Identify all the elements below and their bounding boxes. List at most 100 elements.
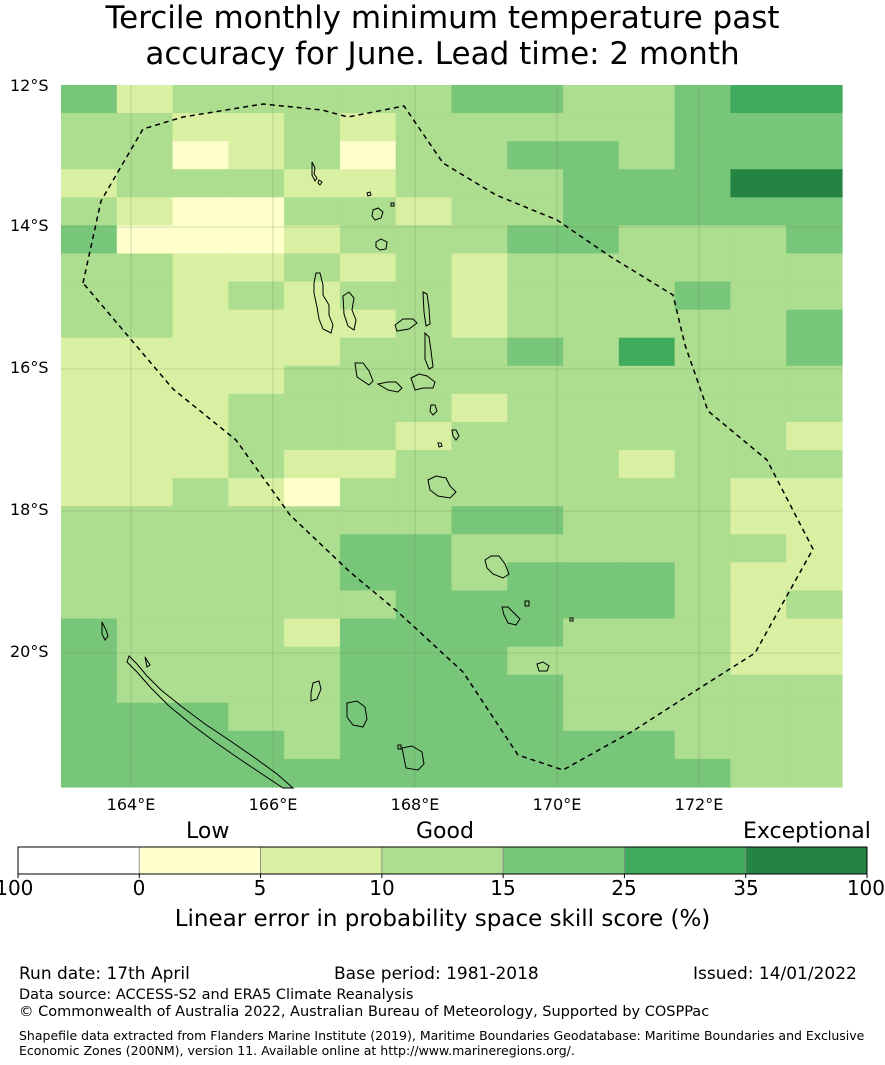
map-cell [395, 450, 453, 479]
map-cell [284, 337, 341, 367]
map-cell [674, 197, 732, 226]
map-cell [674, 562, 732, 592]
map-cell [786, 618, 843, 648]
colorbar-tick: 15 [490, 876, 516, 900]
map-cell [451, 618, 508, 648]
island-tanna [501, 606, 521, 626]
map-cell [563, 393, 620, 423]
map-cell [116, 197, 174, 226]
map-cell [786, 730, 843, 760]
island-small-5 [397, 744, 402, 750]
map-cell [284, 393, 341, 423]
map-cell [674, 169, 732, 198]
map-cell [116, 393, 174, 423]
map-cell [116, 225, 174, 255]
map-cell [674, 253, 732, 283]
island-small-3 [390, 202, 395, 207]
map-cell [228, 730, 285, 760]
map-cell [451, 478, 508, 507]
map-cell [172, 478, 229, 507]
map-cell [674, 393, 732, 423]
map-cell [284, 197, 341, 226]
map-cell [172, 281, 229, 311]
map-cell [339, 309, 397, 339]
map-cell [451, 141, 508, 170]
map-cell [451, 590, 508, 620]
colorbar-swatch [502, 846, 625, 875]
map-cell [116, 141, 174, 170]
map-cell [172, 450, 229, 479]
map-cell [339, 281, 397, 311]
data-source: Data source: ACCESS-S2 and ERA5 Climate … [19, 987, 414, 1003]
map-cell [618, 534, 676, 563]
map-cell [61, 421, 118, 451]
island-aneityum [536, 661, 550, 672]
map-cell [674, 225, 732, 255]
map-cell [507, 506, 564, 535]
map-cell [116, 646, 174, 676]
map-cell [507, 113, 564, 142]
map-cell [563, 618, 620, 648]
map-cell [395, 337, 453, 367]
map-cell [674, 730, 732, 760]
map-cell [618, 646, 676, 676]
map-cell [618, 421, 676, 451]
map-cell [284, 702, 341, 732]
map-cell [395, 253, 453, 283]
map-cell [618, 506, 676, 535]
map-cell [284, 281, 341, 311]
map-cell [339, 393, 397, 423]
island-epi [429, 404, 438, 416]
map-cell [507, 702, 564, 732]
map-cell [730, 506, 787, 535]
map-cell [395, 197, 453, 226]
island-coastlines [101, 161, 574, 789]
map-cell [618, 562, 676, 592]
map-cell [730, 365, 787, 395]
map-cell [730, 85, 787, 114]
map-cell [730, 646, 787, 676]
map-cell [61, 141, 118, 170]
colorbar-tick: -100 [0, 876, 34, 900]
map-cell [451, 337, 508, 367]
base-period: Base period: 1981-2018 [334, 964, 539, 984]
colorbar-tick: 5 [253, 876, 267, 900]
map-cell [228, 113, 285, 142]
colorbar-swatch [745, 846, 868, 875]
map-cell [563, 421, 620, 451]
island-belep [101, 621, 109, 641]
map-cell [674, 758, 732, 788]
map-cell [228, 253, 285, 283]
map-cell [61, 590, 118, 620]
map-cell [172, 225, 229, 255]
map-cell [618, 169, 676, 198]
map-cell [395, 506, 453, 535]
colorbar-swatch [17, 846, 140, 875]
island-ouvea [310, 680, 322, 702]
map-cell [730, 337, 787, 367]
map-cell [228, 365, 285, 395]
map-cell [563, 169, 620, 198]
map-cell [284, 365, 341, 395]
map-cell [507, 421, 564, 451]
map-cell [61, 393, 118, 423]
map-cell [116, 562, 174, 592]
map-cell [618, 393, 676, 423]
map-cell [339, 450, 397, 479]
map-cell [730, 618, 787, 648]
map-cell [618, 730, 676, 760]
colorbar-tick: 100 [846, 876, 885, 900]
colorbar-swatch [381, 846, 504, 875]
map-cell [228, 421, 285, 451]
map-cell [172, 253, 229, 283]
map-cell [339, 534, 397, 563]
lon-label-164e: 164°E [106, 795, 156, 814]
map-cell [786, 253, 843, 283]
map-cell [395, 365, 453, 395]
colorbar-tick: 0 [132, 876, 146, 900]
map-cell [228, 702, 285, 732]
map-cell [618, 309, 676, 339]
map-cell [618, 590, 676, 620]
map-cell [674, 337, 732, 367]
island-small-6 [144, 656, 151, 668]
